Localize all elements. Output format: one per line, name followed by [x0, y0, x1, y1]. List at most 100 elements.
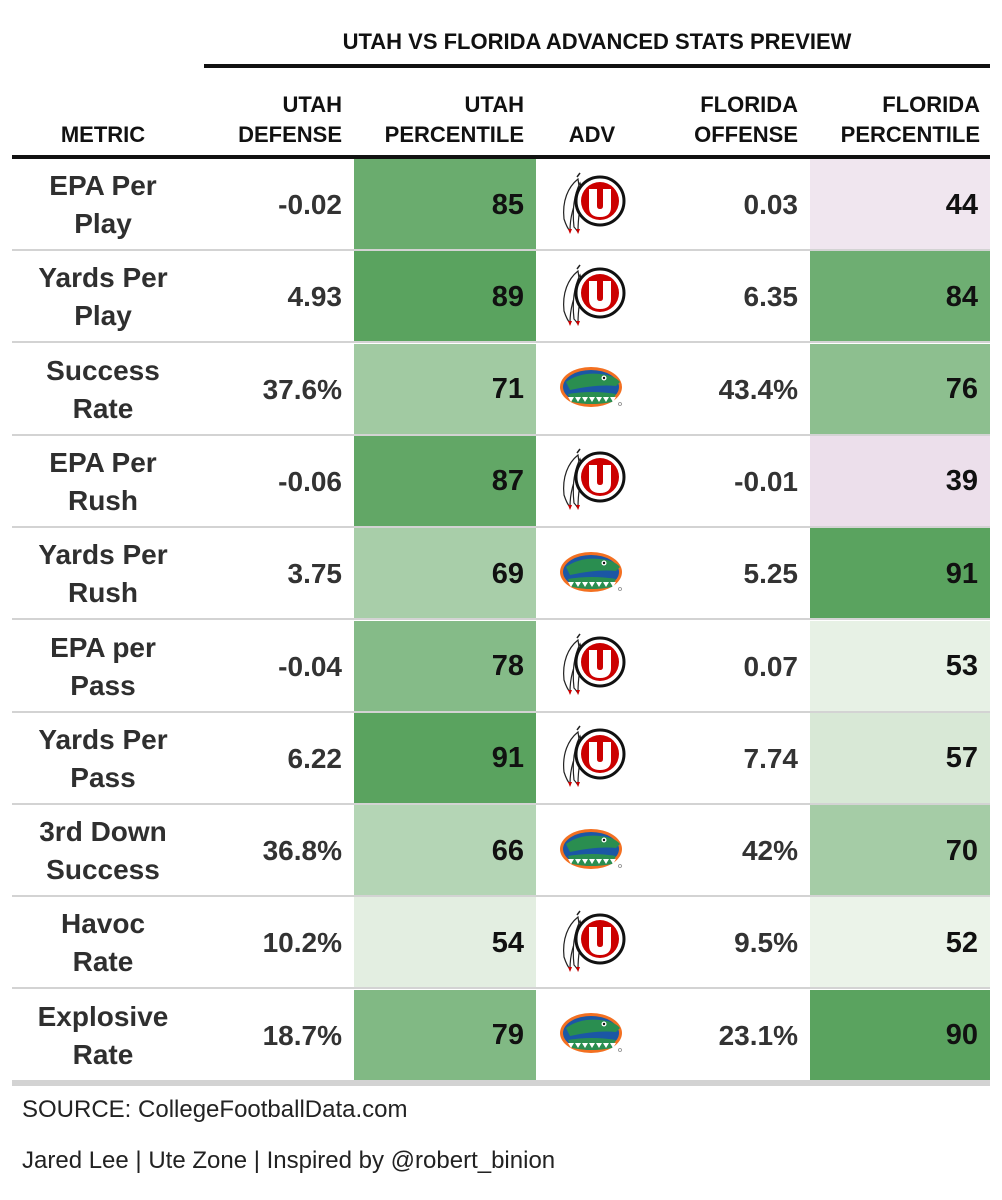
table-row: 3rd Down Success 36.8% 66 42% 70: [12, 805, 990, 898]
florida-percentile-value: 39: [810, 435, 990, 528]
metric-label-line2: Play: [74, 208, 132, 239]
col-header-utah-percentile: UTAH PERCENTILE: [354, 80, 524, 150]
row-divider: [12, 802, 990, 805]
table-row: Explosive Rate 18.7% 79 23.1% 90: [12, 989, 990, 1082]
florida-offense-value: 9.5%: [734, 927, 798, 959]
row-divider: [12, 341, 990, 344]
florida-offense-value: 7.74: [743, 742, 799, 774]
col-header-metric-label: METRIC: [60, 122, 146, 147]
adv-cell: [536, 251, 648, 343]
adv-cell: [536, 621, 648, 713]
table-row: Yards Per Pass 6.22 91 7.74 57: [12, 712, 990, 805]
col-header-florida-offense-line2: OFFENSE: [694, 122, 798, 147]
row-divider: [12, 433, 990, 436]
metric-label-line2: Rate: [72, 392, 134, 424]
utah-defense-value: -0.06: [278, 465, 342, 497]
col-header-adv: ADV: [536, 80, 648, 150]
metric-cell: Yards Per Pass: [12, 713, 194, 805]
metric-label-line1: Success: [46, 354, 160, 386]
row-divider: [12, 525, 990, 528]
utah-defense-value: 37.6%: [262, 373, 342, 405]
credit-note: Jared Lee | Ute Zone | Inspired by @robe…: [22, 1147, 556, 1174]
metric-label-line2: Pass: [70, 669, 136, 701]
adv-cell: [536, 990, 648, 1082]
metric-label-line2: Rush: [67, 484, 138, 516]
metric-label: Yards Per Rush: [38, 536, 167, 612]
col-header-florida-percentile-line1: FLORIDA: [882, 92, 980, 117]
col-header-florida-percentile: FLORIDA PERCENTILE: [810, 80, 980, 150]
utah-defense-value: 3.75: [287, 558, 343, 590]
col-header-adv-label: ADV: [568, 122, 616, 147]
utah-utes-logo-icon: [556, 447, 628, 516]
metric-label-line1: Yards Per: [38, 723, 168, 755]
row-divider: [12, 987, 990, 990]
utah-percentile-value: 69: [354, 528, 536, 621]
metric-label-line1: EPA per: [50, 631, 156, 663]
metric-cell: Yards Per Play: [12, 251, 194, 343]
col-header-utah-defense-line1: UTAH: [282, 92, 342, 117]
col-header-metric: METRIC: [12, 80, 194, 150]
metric-label-line1: Yards Per: [38, 262, 168, 294]
col-header-florida-offense: FLORIDA OFFENSE: [648, 80, 798, 150]
metric-label: EPA Per Play: [49, 167, 156, 243]
table-row: Yards Per Play 4.93 89 6.35 84: [12, 251, 990, 344]
title-rule: [204, 64, 990, 68]
table-row: Havoc Rate 10.2% 54 9.5% 52: [12, 897, 990, 990]
utah-utes-logo-icon: [556, 724, 628, 793]
row-divider: [12, 710, 990, 713]
row-divider: [12, 249, 990, 251]
bottom-rule: [12, 1082, 990, 1086]
adv-cell: [536, 713, 648, 805]
florida-percentile-value: 52: [810, 897, 990, 990]
table-title: UTAH VS FLORIDA ADVANCED STATS PREVIEW: [342, 29, 852, 54]
utah-utes-logo-icon: [556, 632, 628, 701]
source-note: SOURCE: CollegeFootballData.com: [22, 1096, 408, 1123]
utah-percentile-value: 85: [354, 159, 536, 251]
metric-label-line1: 3rd Down: [39, 816, 167, 848]
florida-offense-value: 6.35: [743, 281, 799, 313]
metric-label: Yards Per Pass: [38, 721, 167, 797]
utah-defense-value: 36.8%: [262, 835, 342, 867]
metric-label: Yards Per Play: [38, 259, 167, 335]
metric-label-line2: Rate: [72, 946, 134, 978]
metric-label-line1: Havoc: [60, 908, 146, 940]
florida-gators-logo-icon: [558, 364, 626, 415]
florida-offense-value: 43.4%: [718, 373, 798, 405]
metric-label: Explosive Rate: [38, 998, 169, 1074]
metric-label-line2: Rate: [72, 1038, 134, 1070]
metric-label: 3rd Down Success: [39, 813, 167, 889]
table-row: EPA Per Rush -0.06 87 -0.01 39: [12, 435, 990, 528]
col-header-utah-percentile-line2: PERCENTILE: [384, 122, 524, 147]
florida-percentile-value: 90: [810, 989, 990, 1082]
metric-cell: EPA per Pass: [12, 621, 194, 713]
florida-offense-value: 5.25: [743, 558, 799, 590]
florida-percentile-value: 84: [810, 251, 990, 344]
utah-utes-logo-icon: [556, 171, 628, 240]
florida-percentile-value: 53: [810, 620, 990, 713]
utah-percentile-value: 91: [354, 712, 536, 805]
adv-cell: [536, 436, 648, 528]
row-divider: [12, 1079, 990, 1082]
utah-percentile-value: 89: [354, 251, 536, 344]
utah-percentile-value: 54: [354, 897, 536, 990]
metric-label: EPA per Pass: [50, 629, 156, 705]
florida-offense-value: 0.03: [743, 189, 799, 220]
metric-label-line2: Success: [46, 854, 160, 886]
header-rule: [12, 155, 990, 159]
row-divider: [12, 618, 990, 621]
florida-percentile-value: 70: [810, 805, 990, 898]
metric-label-line1: Yards Per: [38, 539, 168, 571]
adv-cell: [536, 528, 648, 620]
adv-cell: [536, 805, 648, 897]
metric-label: Havoc Rate: [61, 905, 145, 981]
utah-utes-logo-icon: [556, 263, 628, 332]
metric-cell: Success Rate: [12, 344, 194, 436]
florida-gators-logo-icon: [558, 549, 626, 600]
utah-defense-value: 4.93: [287, 281, 343, 313]
col-header-florida-percentile-line2: PERCENTILE: [840, 122, 980, 147]
florida-offense-value: 0.07: [743, 650, 799, 682]
florida-offense-value: 23.1%: [718, 1019, 798, 1051]
utah-percentile-value: 79: [354, 989, 536, 1082]
utah-utes-logo-icon: [556, 909, 628, 978]
col-header-florida-offense-line1: FLORIDA: [700, 92, 798, 117]
